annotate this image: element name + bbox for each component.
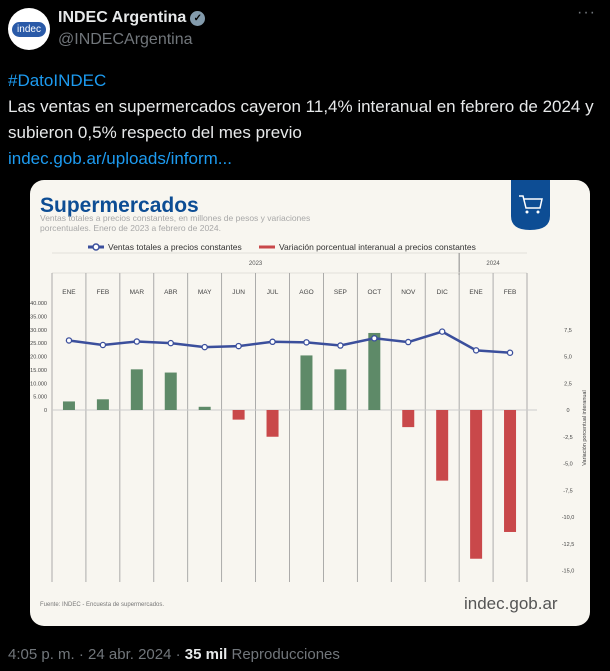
y-right-tick-label: -12,5 xyxy=(562,542,575,548)
y-right-tick-label: 0 xyxy=(566,408,569,414)
infographic-image[interactable]: Supermercados Ventas totales a precios c… xyxy=(30,180,590,626)
line-point xyxy=(438,328,446,335)
month-label: ABR xyxy=(164,289,178,296)
sales-line xyxy=(68,330,511,355)
bar xyxy=(266,410,279,437)
month-label: AGO xyxy=(299,289,313,296)
month-label: FEB xyxy=(97,289,110,296)
month-label: ENE xyxy=(469,289,483,296)
line-point xyxy=(337,342,344,349)
y-left-tick-label: 30.000 xyxy=(30,328,47,334)
month-label: SEP xyxy=(334,289,347,296)
avatar[interactable]: indec xyxy=(8,8,50,50)
line-point xyxy=(303,339,310,346)
line-point xyxy=(371,335,378,342)
bar xyxy=(300,355,313,410)
bar xyxy=(198,406,211,410)
line-point xyxy=(99,341,107,349)
hashtag-link[interactable]: #DatoINDEC xyxy=(8,71,107,90)
legend-label-bar: Variación porcentual interanual a precio… xyxy=(279,242,476,252)
y-right-tick-label: -7,5 xyxy=(563,488,572,494)
month-label: JUL xyxy=(267,289,279,296)
y-left-tick-label: 10.000 xyxy=(30,381,47,387)
month-label: DIC xyxy=(437,289,449,296)
y-right-tick-label: 2,5 xyxy=(564,381,572,387)
line-point xyxy=(201,343,208,351)
y-left-tick-label: 0 xyxy=(44,408,47,414)
y-left-tick-label: 15.000 xyxy=(30,368,47,374)
bar xyxy=(470,410,483,559)
author-name-text[interactable]: INDEC Argentina xyxy=(58,9,187,26)
legend-marker xyxy=(92,243,100,251)
y-right-tick-label: -15,0 xyxy=(562,569,575,575)
month-label: JUN xyxy=(232,289,245,296)
bar xyxy=(62,401,75,410)
line-point xyxy=(65,337,73,344)
line-point xyxy=(506,349,514,357)
y-right-axis-label: Variación porcentual interanual xyxy=(582,390,588,465)
chart: Supermercados Ventas totales a precios c… xyxy=(30,180,588,613)
indec-logo: indec.gob.ar xyxy=(464,594,558,613)
more-options-icon[interactable]: ··· xyxy=(577,4,596,21)
timestamp[interactable]: 4:05 p. m. · 24 abr. 2024 · xyxy=(8,646,185,663)
infographic-subtitle: Ventas totales a precios constantes, en … xyxy=(40,213,310,223)
y-right-tick-label: 5,0 xyxy=(564,355,572,361)
year-label: 2023 xyxy=(249,261,263,267)
bar xyxy=(334,369,347,410)
month-label: MAY xyxy=(198,289,212,296)
bar xyxy=(96,399,109,410)
month-label: OCT xyxy=(367,289,381,296)
infographic-title: Supermercados xyxy=(40,194,199,217)
source-note: Fuente: INDEC - Encuesta de supermercado… xyxy=(40,602,164,608)
tweet-meta: 4:05 p. m. · 24 abr. 2024 · 35 mil Repro… xyxy=(8,646,340,663)
bar xyxy=(436,410,449,481)
bar xyxy=(130,369,143,410)
y-right-tick-label: -2,5 xyxy=(563,435,572,441)
infographic-subtitle-2: porcentuales. Enero de 2023 a febrero de… xyxy=(40,223,221,233)
views-label: Reproducciones xyxy=(227,646,340,663)
y-right-tick-label: -10,0 xyxy=(562,515,575,521)
legend-label-line: Ventas totales a precios constantes xyxy=(108,242,242,252)
tweet-body: Las ventas en supermercados cayeron 11,4… xyxy=(8,97,594,142)
y-left-tick-label: 5.000 xyxy=(33,395,47,401)
bar xyxy=(402,410,415,428)
verified-badge-icon: ✓ xyxy=(190,11,206,26)
line-point xyxy=(472,347,480,354)
y-left-tick-label: 25.000 xyxy=(30,341,47,347)
year-label: 2024 xyxy=(486,261,500,267)
bar xyxy=(232,410,245,420)
month-label: ENE xyxy=(62,289,76,296)
month-label: MAR xyxy=(130,289,145,296)
month-label: FEB xyxy=(504,289,517,296)
tweet-link[interactable]: indec.gob.ar/uploads/inform... xyxy=(8,149,232,168)
y-left-tick-label: 20.000 xyxy=(30,355,47,361)
y-left-tick-label: 40.000 xyxy=(30,301,47,307)
line-point xyxy=(269,338,276,346)
bar xyxy=(368,332,381,410)
cart-icon xyxy=(511,180,550,230)
month-label: NOV xyxy=(401,289,416,296)
bar xyxy=(164,372,177,410)
avatar-logo: indec xyxy=(12,21,46,37)
y-right-tick-label: -5,0 xyxy=(563,462,572,468)
legend: Ventas totales a precios constantes Vari… xyxy=(88,242,476,252)
y-right-tick-label: 7,5 xyxy=(564,328,572,334)
line-point xyxy=(235,342,242,350)
line-point xyxy=(167,339,174,347)
tweet-text: #DatoINDEC Las ventas en supermercados c… xyxy=(8,68,598,172)
views-count: 35 mil xyxy=(184,646,228,663)
line-point xyxy=(404,338,412,346)
bar xyxy=(504,410,517,532)
author-name[interactable]: INDEC Argentina ✓ xyxy=(58,9,206,27)
line-point xyxy=(133,338,141,345)
y-left-tick-label: 35.000 xyxy=(30,314,47,320)
author-handle[interactable]: @INDECArgentina xyxy=(58,31,193,48)
